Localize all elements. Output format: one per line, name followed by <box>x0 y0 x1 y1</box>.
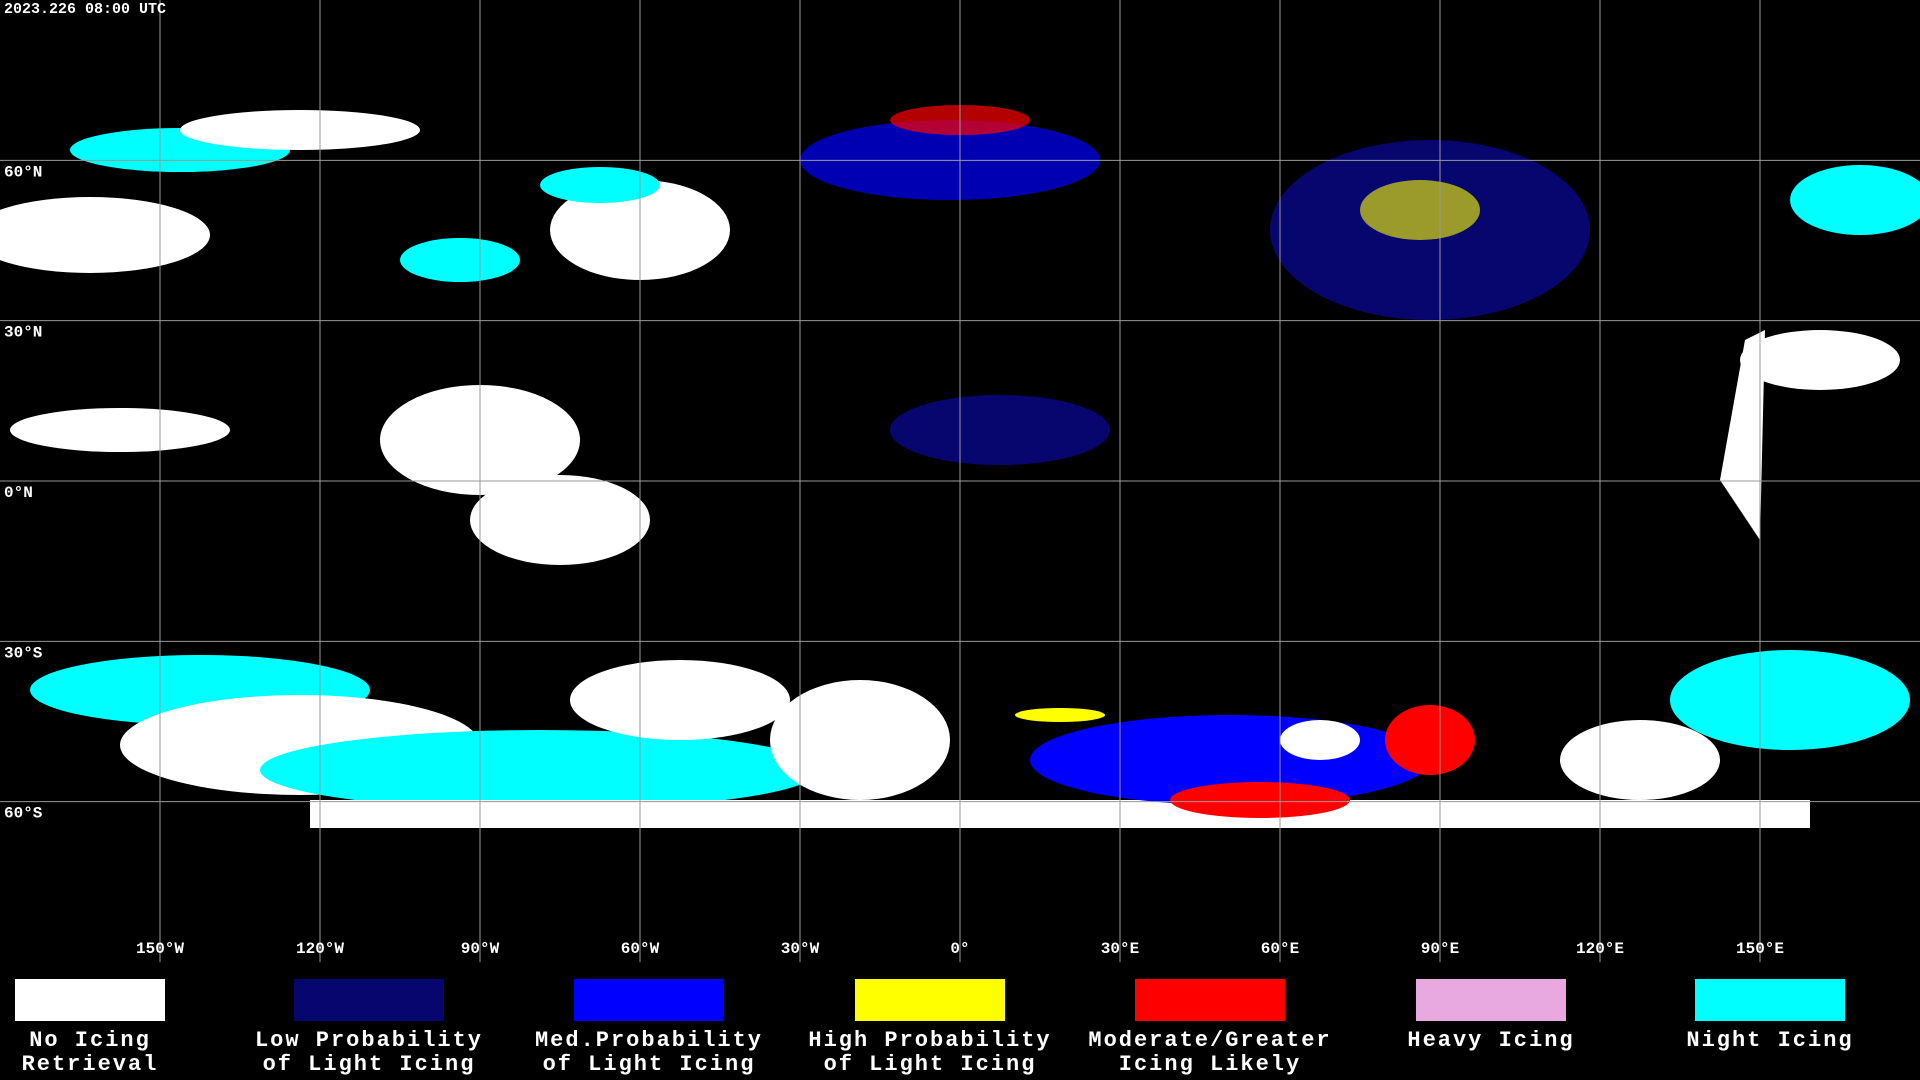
legend-label: Moderate/Greater <box>1088 1028 1331 1053</box>
icing-area <box>890 395 1110 465</box>
longitude-label: 120°W <box>296 940 344 958</box>
legend-swatch <box>1135 979 1285 1021</box>
cloud <box>10 408 230 452</box>
legend-swatch <box>1416 979 1566 1021</box>
legend-label: No Icing <box>29 1028 151 1053</box>
longitude-label: 30°E <box>1101 940 1139 958</box>
latitude-label: 60°N <box>4 163 42 181</box>
cloud <box>1740 330 1900 390</box>
cloud <box>260 730 820 810</box>
cloud <box>470 475 650 565</box>
latitude-label: 30°N <box>4 324 42 342</box>
icing-area <box>1385 705 1475 775</box>
cloud <box>1720 330 1765 540</box>
cloud <box>180 110 420 150</box>
legend-swatch <box>574 979 724 1021</box>
cloud <box>540 167 660 203</box>
legend-label: Icing Likely <box>1119 1052 1301 1077</box>
legend-label: of Light Icing <box>263 1052 476 1077</box>
icing-area <box>1360 180 1480 240</box>
cloud <box>310 800 1810 828</box>
cloud <box>1560 720 1720 800</box>
cloud <box>570 660 790 740</box>
latitude-label: 0°N <box>4 484 33 502</box>
longitude-label: 60°W <box>621 940 660 958</box>
cloud <box>400 238 520 282</box>
legend-label: Retrieval <box>22 1052 159 1077</box>
icing-area <box>1015 708 1105 722</box>
cloud <box>1790 165 1920 235</box>
legend-swatch <box>855 979 1005 1021</box>
icing-area <box>1170 782 1350 818</box>
legend-swatch <box>15 979 165 1021</box>
longitude-label: 90°E <box>1421 940 1459 958</box>
longitude-label: 120°E <box>1576 940 1624 958</box>
cloud <box>770 680 950 800</box>
legend-label: High Probability <box>808 1028 1051 1053</box>
cloud <box>1280 720 1360 760</box>
longitude-label: 150°W <box>136 940 184 958</box>
cloud-cover <box>0 105 1920 828</box>
latitude-label: 60°S <box>4 805 43 823</box>
legend-label: Heavy Icing <box>1407 1028 1574 1053</box>
legend-swatch <box>1695 979 1845 1021</box>
latitude-label: 30°S <box>4 644 43 662</box>
cloud <box>0 197 210 273</box>
cloud <box>1670 650 1910 750</box>
legend-label: Night Icing <box>1686 1028 1853 1053</box>
longitude-label: 30°W <box>781 940 820 958</box>
legend-label: Low Probability <box>255 1028 483 1053</box>
longitude-label: 90°W <box>461 940 500 958</box>
legend-label: of Light Icing <box>543 1052 756 1077</box>
legend-label: of Light Icing <box>824 1052 1037 1077</box>
timestamp: 2023.226 08:00 UTC <box>4 1 166 18</box>
legend-label: Med.Probability <box>535 1028 763 1053</box>
graticule: 150°W 120°W 90°W 60°W 30°W 0° 30°E 60°E 90°E 120°… <box>0 0 1920 962</box>
longitude-label: 150°E <box>1736 940 1784 958</box>
legend-swatch <box>294 979 444 1021</box>
longitude-label: 0° <box>950 940 969 958</box>
longitude-label: 60°E <box>1261 940 1299 958</box>
